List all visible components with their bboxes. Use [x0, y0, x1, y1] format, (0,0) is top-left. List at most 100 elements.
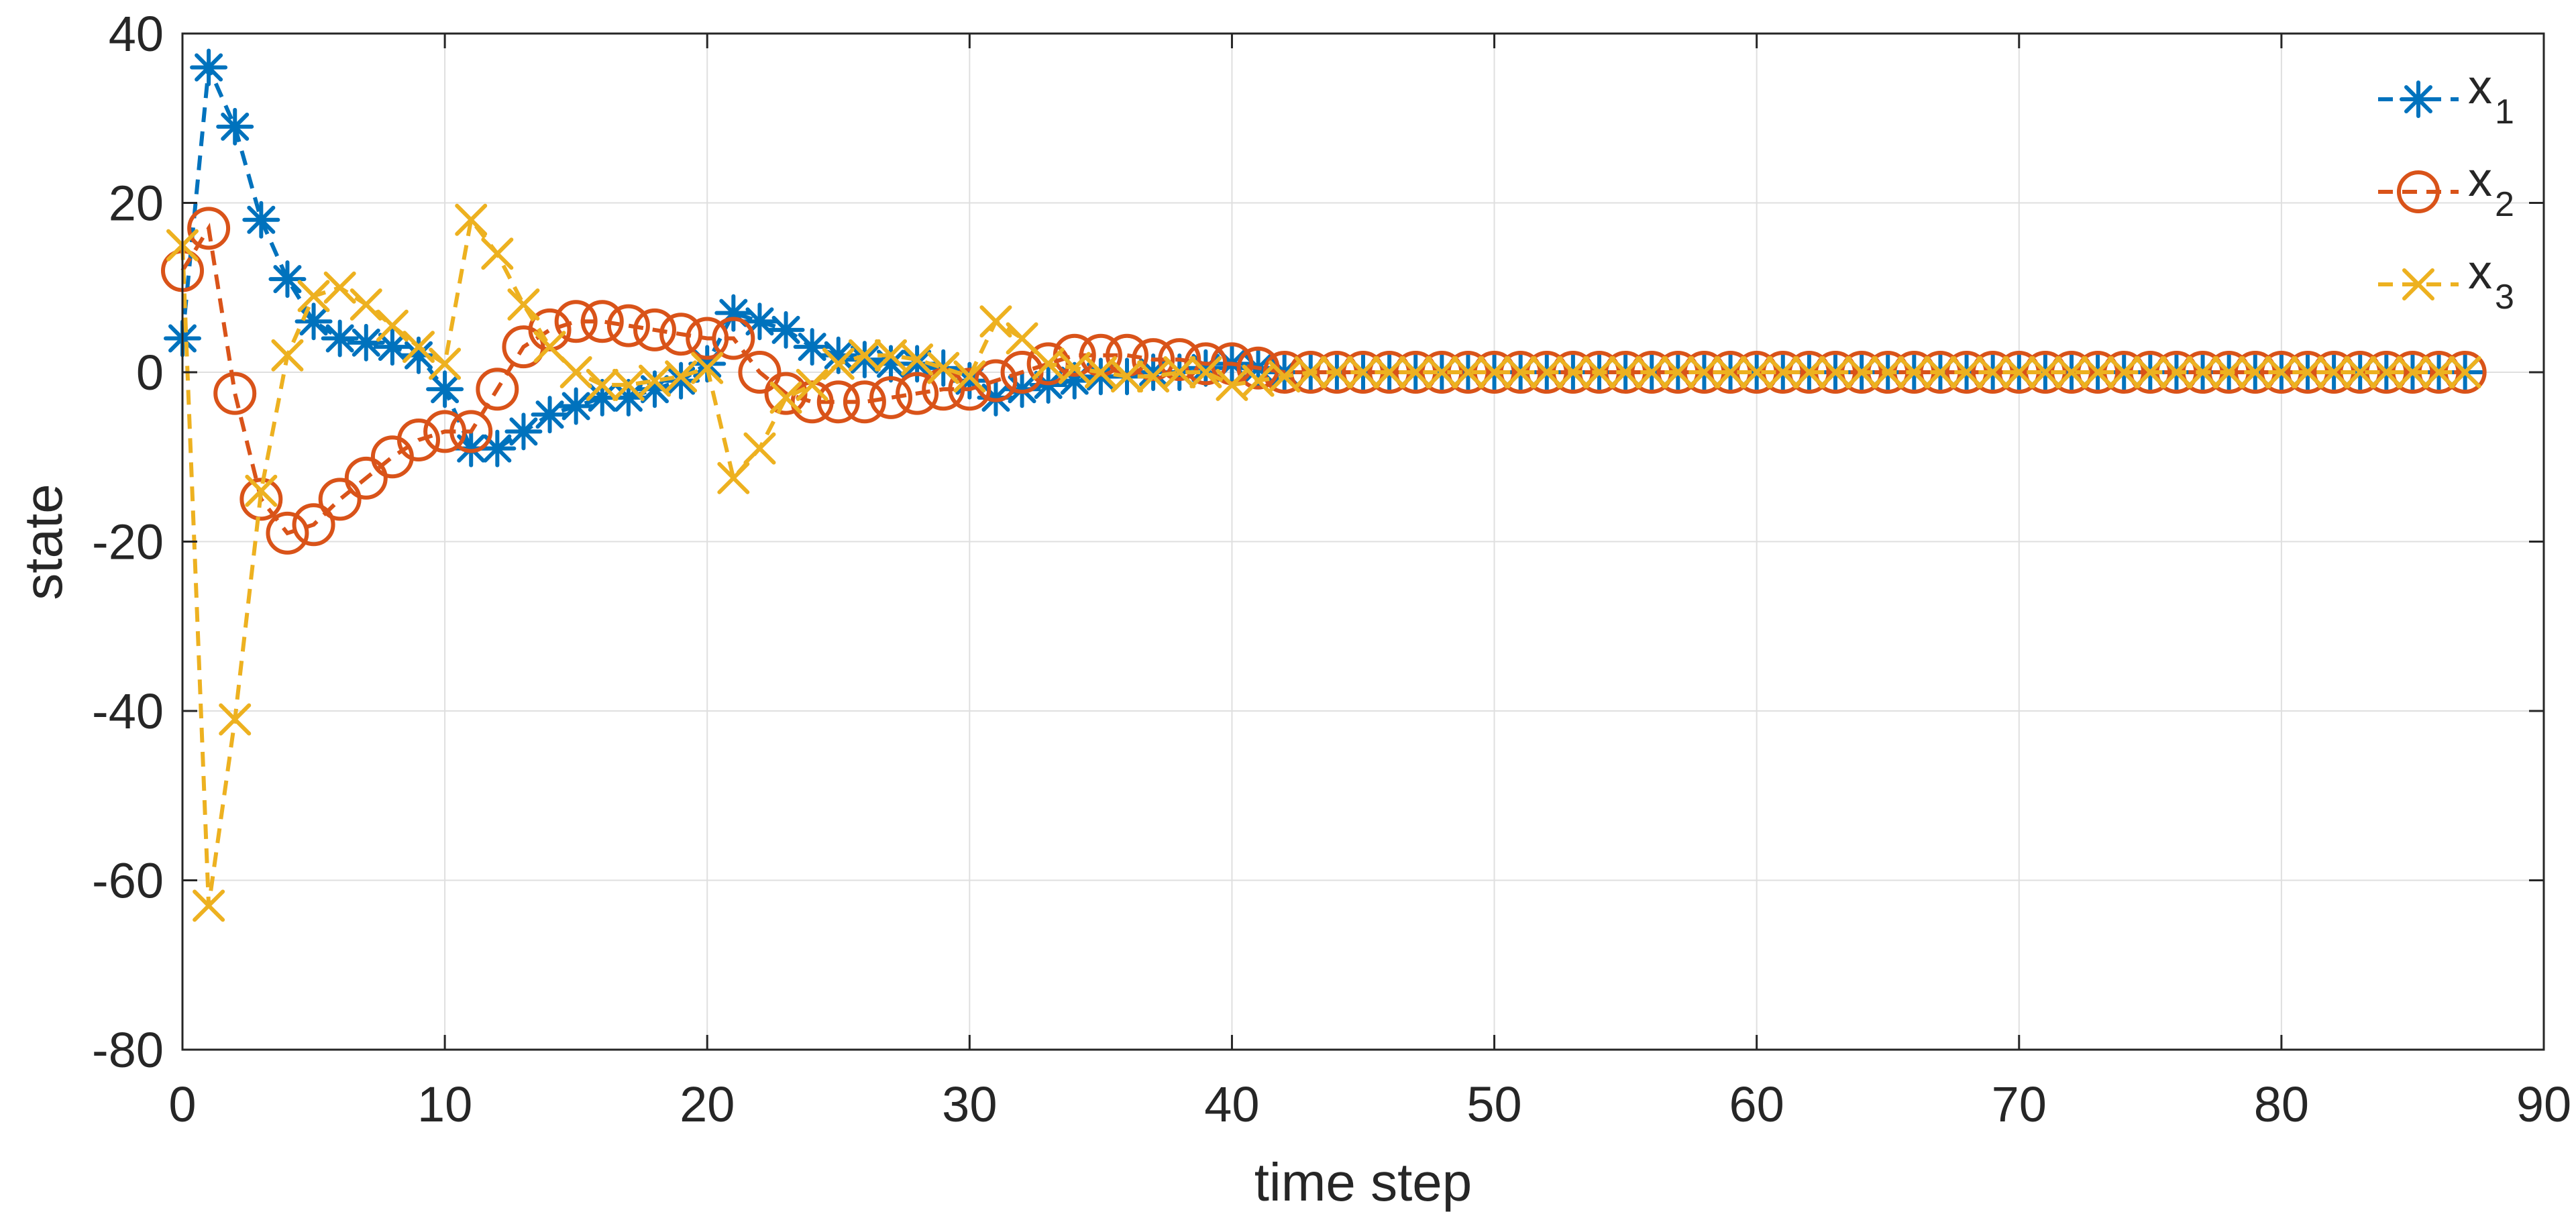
data-point-x1: [347, 323, 385, 362]
y-axis-label: state: [13, 484, 73, 600]
data-point-x3: [639, 364, 671, 397]
x-tick-label: 60: [1729, 1076, 1784, 1132]
data-point-x2: [213, 372, 257, 415]
data-point-x1: [242, 201, 280, 239]
data-point-x3: [769, 381, 802, 414]
data-point-x3: [796, 368, 828, 401]
data-point-x3: [1189, 356, 1222, 388]
y-tick-label: -60: [92, 853, 164, 909]
data-point-x3: [429, 347, 462, 380]
legend-label-x3: x3: [2468, 245, 2514, 317]
y-tick-label: -20: [92, 514, 164, 570]
data-point-x2: [1158, 338, 1201, 382]
data-point-x3: [559, 356, 592, 388]
data-point-x3: [1242, 364, 1275, 397]
legend-entry-x3: x3: [2378, 245, 2514, 317]
data-point-x3: [1872, 356, 1904, 388]
data-point-x3: [1452, 356, 1485, 388]
data-point-x1: [557, 387, 595, 425]
data-point-x3: [953, 360, 986, 393]
data-point-x3: [979, 305, 1012, 338]
data-point-x3: [1399, 356, 1432, 388]
data-point-x3: [2055, 356, 2088, 388]
legend-entry-x2: x2: [2378, 153, 2514, 224]
data-point-x2: [738, 351, 782, 394]
data-point-x3: [2082, 356, 2114, 388]
data-point-x1: [426, 370, 464, 408]
data-point-x3: [1714, 356, 1747, 388]
data-point-x2: [423, 410, 467, 453]
data-point-x3: [1819, 356, 1851, 388]
data-point-x2: [659, 313, 703, 356]
data-point-x3: [2029, 356, 2061, 388]
legend: x1 x2 x3: [2378, 60, 2514, 317]
data-point-x3: [1504, 356, 1537, 388]
data-point-x3: [1766, 356, 1799, 388]
data-point-x3: [1320, 356, 1353, 388]
x-tick-label: 40: [1204, 1076, 1259, 1132]
data-point-x3: [1635, 356, 1668, 388]
data-point-x2: [239, 478, 283, 521]
y-tick-label: -40: [92, 683, 164, 739]
data-point-x3: [323, 271, 356, 304]
y-tick-labels: -80 -60 -40 -20 0 20 40: [92, 6, 164, 1078]
data-point-x3: [1740, 356, 1773, 388]
x-tick-label: 70: [1992, 1076, 2047, 1132]
data-point-x1: [504, 412, 543, 451]
data-point-x3: [1347, 356, 1379, 388]
data-point-x3: [612, 368, 645, 401]
data-point-x2: [948, 368, 991, 411]
data-point-x2: [869, 376, 912, 419]
y-tick-label: 20: [109, 176, 164, 231]
x-axis-label: time step: [1254, 1152, 1472, 1212]
data-point-x3: [875, 339, 907, 372]
data-point-x3: [271, 339, 304, 372]
data-point-x3: [219, 703, 252, 736]
data-point-x3: [2212, 356, 2245, 388]
data-point-x3: [1137, 360, 1170, 393]
data-point-x3: [822, 347, 855, 380]
data-point-x3: [2186, 356, 2219, 388]
data-point-x2: [606, 304, 650, 347]
x-tick-label: 30: [942, 1076, 997, 1132]
data-point-x3: [1898, 356, 1931, 388]
data-point-x3: [481, 237, 514, 270]
series-line-x2: [180, 222, 2465, 536]
data-point-x3: [1084, 356, 1117, 388]
data-point-x2: [816, 380, 860, 424]
data-point-x3: [2265, 356, 2298, 388]
data-point-x3: [1950, 356, 1983, 388]
data-point-x3: [350, 288, 382, 321]
data-point-x3: [507, 288, 540, 321]
x-tick-label: 10: [417, 1076, 472, 1132]
data-point-x3: [193, 889, 225, 922]
data-point-x3: [2344, 356, 2377, 388]
y-tick-label: -80: [92, 1022, 164, 1078]
data-point-x1: [400, 336, 437, 374]
data-point-x1: [190, 48, 228, 87]
data-point-x2: [843, 380, 886, 424]
data-point-x3: [1058, 351, 1091, 384]
data-point-x3: [848, 339, 881, 372]
data-point-x3: [717, 461, 750, 494]
data-point-x1: [793, 328, 831, 366]
y-tick-label: 40: [109, 6, 164, 62]
data-point-x3: [2396, 356, 2429, 388]
legend-label-x1: x1: [2468, 60, 2514, 131]
data-point-x1: [767, 311, 805, 349]
data-point-x3: [297, 280, 330, 313]
data-point-x3: [2002, 356, 2035, 388]
x-tick-label: 0: [168, 1076, 196, 1132]
data-point-x3: [376, 309, 409, 342]
data-point-x2: [476, 368, 519, 411]
data-point-x2: [580, 300, 624, 343]
data-point-x1: [321, 319, 359, 357]
data-point-x3: [1924, 356, 1957, 388]
legend-label-x2: x2: [2468, 153, 2514, 224]
data-point-x3: [1609, 356, 1642, 388]
data-point-x3: [1163, 356, 1196, 388]
data-point-x3: [1530, 356, 1563, 388]
data-point-x3: [1294, 356, 1327, 388]
data-point-x3: [2160, 356, 2193, 388]
data-point-x3: [1478, 356, 1511, 388]
